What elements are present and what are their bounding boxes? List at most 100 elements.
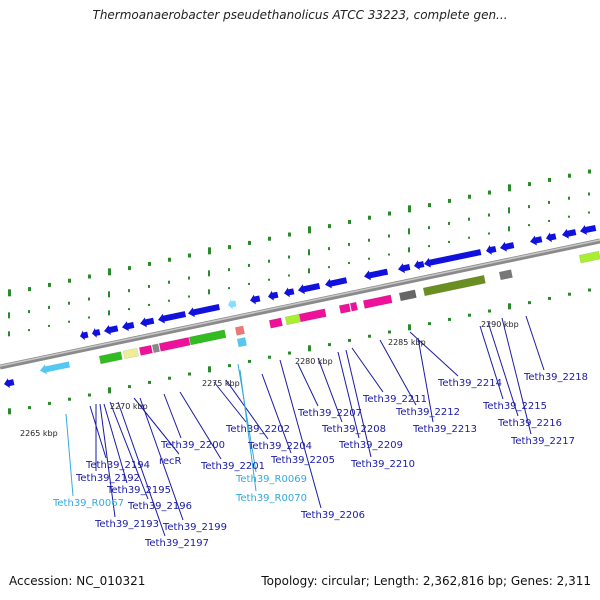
backbone-line — [0, 238, 600, 370]
tick-mark — [328, 224, 331, 229]
tick-mark — [528, 301, 531, 305]
tick-mark — [268, 236, 271, 241]
gene-arrow — [268, 290, 279, 301]
gene-arrow — [580, 224, 597, 235]
gene-label: Teth39_2197 — [144, 538, 209, 549]
leader-line — [409, 331, 459, 377]
tick-mark — [248, 263, 250, 267]
tick-mark — [328, 343, 331, 347]
leader-line — [525, 315, 545, 371]
gene-box — [151, 343, 160, 354]
gene-arrow — [250, 294, 261, 305]
gene-box — [338, 303, 351, 314]
leader-line — [117, 401, 166, 537]
leader-line — [139, 397, 184, 521]
tick-mark — [548, 177, 551, 182]
tick-mark — [568, 173, 571, 178]
tick-mark — [508, 207, 510, 214]
gene-label: Teth39_2207 — [297, 408, 362, 419]
leader-line — [379, 339, 417, 406]
gene-arrow — [4, 378, 15, 389]
leader-line — [163, 393, 182, 439]
leader-line — [317, 357, 343, 423]
tick-mark — [328, 247, 330, 251]
tick-mark — [248, 359, 251, 363]
tick-mark — [288, 255, 290, 259]
gene-features — [4, 224, 600, 389]
tick-mark — [108, 268, 111, 276]
tick-mark — [468, 194, 471, 199]
gene-label: Teth39_2208 — [321, 424, 386, 435]
tick-mark — [188, 253, 191, 258]
tick-mark — [148, 303, 150, 306]
topology-info-text: Topology: circular; Length: 2,362,816 bp… — [261, 574, 591, 588]
tick-mark — [28, 310, 30, 314]
tick-mark — [248, 240, 251, 245]
tick-mark — [108, 387, 111, 394]
gene-label: Teth39_2199 — [162, 522, 227, 533]
gene-box — [398, 289, 417, 302]
scale-label: 2270 kbp — [110, 402, 148, 411]
tick-mark — [548, 219, 550, 222]
tick-mark — [468, 313, 471, 317]
tick-mark — [408, 324, 411, 331]
tick-mark — [108, 291, 110, 298]
gene-label: Teth39_2206 — [300, 510, 365, 521]
gene-labels: Teth39_2194Teth39_2192Teth39_R0067Teth39… — [52, 372, 588, 549]
tick-mark — [388, 330, 391, 334]
tick-mark — [508, 226, 510, 232]
tick-mark — [308, 345, 311, 352]
gene-box — [578, 250, 600, 264]
tick-mark — [68, 278, 71, 283]
tick-mark — [108, 310, 110, 316]
gene-label: Teth39_R0070 — [235, 493, 307, 504]
tick-mark — [448, 317, 451, 321]
leader-line — [109, 401, 149, 500]
gene-arrow — [298, 282, 321, 295]
tick-mark — [548, 200, 550, 204]
tick-mark — [448, 198, 451, 203]
leader-line — [351, 347, 384, 393]
tick-mark — [568, 292, 571, 296]
leader-line — [279, 359, 322, 509]
tick-mark — [168, 376, 171, 380]
tick-mark — [48, 324, 50, 327]
leader-line — [225, 379, 269, 440]
tick-mark — [288, 351, 291, 355]
tick-mark — [168, 280, 170, 284]
gene-label: Teth39_2196 — [127, 501, 192, 512]
tick-mark — [388, 253, 390, 256]
tick-mark — [548, 296, 551, 300]
gene-label: Teth39_2201 — [200, 461, 265, 472]
gene-label: Teth39_2213 — [412, 424, 477, 435]
tick-mark — [528, 224, 530, 227]
gene-arrow — [80, 330, 89, 341]
gene-box — [122, 347, 139, 360]
tick-mark — [128, 385, 131, 389]
tick-mark — [428, 203, 431, 208]
tick-mark — [28, 406, 31, 410]
tick-mark — [308, 249, 310, 256]
tick-mark — [308, 226, 311, 234]
gene-arrow — [398, 263, 411, 274]
tick-mark — [88, 316, 90, 319]
gene-box — [158, 337, 191, 352]
leader-line — [297, 363, 319, 407]
tick-mark — [8, 331, 10, 337]
tick-mark — [148, 380, 151, 384]
tick-mark — [588, 169, 591, 174]
tick-mark — [268, 355, 271, 359]
tick-mark — [308, 268, 310, 274]
tick-mark — [188, 372, 191, 376]
gene-box — [362, 294, 393, 309]
gene-label: Teth39_2205 — [270, 455, 335, 466]
gene-arrow — [364, 268, 389, 281]
gene-arrow — [40, 361, 70, 375]
gene-arrow — [530, 235, 543, 246]
gene-label: Teth39_2217 — [510, 436, 575, 447]
gene-box — [298, 308, 327, 323]
tick-mark — [228, 245, 231, 250]
map-title: Thermoanaerobacter pseudethanolicus ATCC… — [92, 8, 508, 22]
tick-mark — [588, 192, 590, 196]
tick-mark — [288, 232, 291, 237]
